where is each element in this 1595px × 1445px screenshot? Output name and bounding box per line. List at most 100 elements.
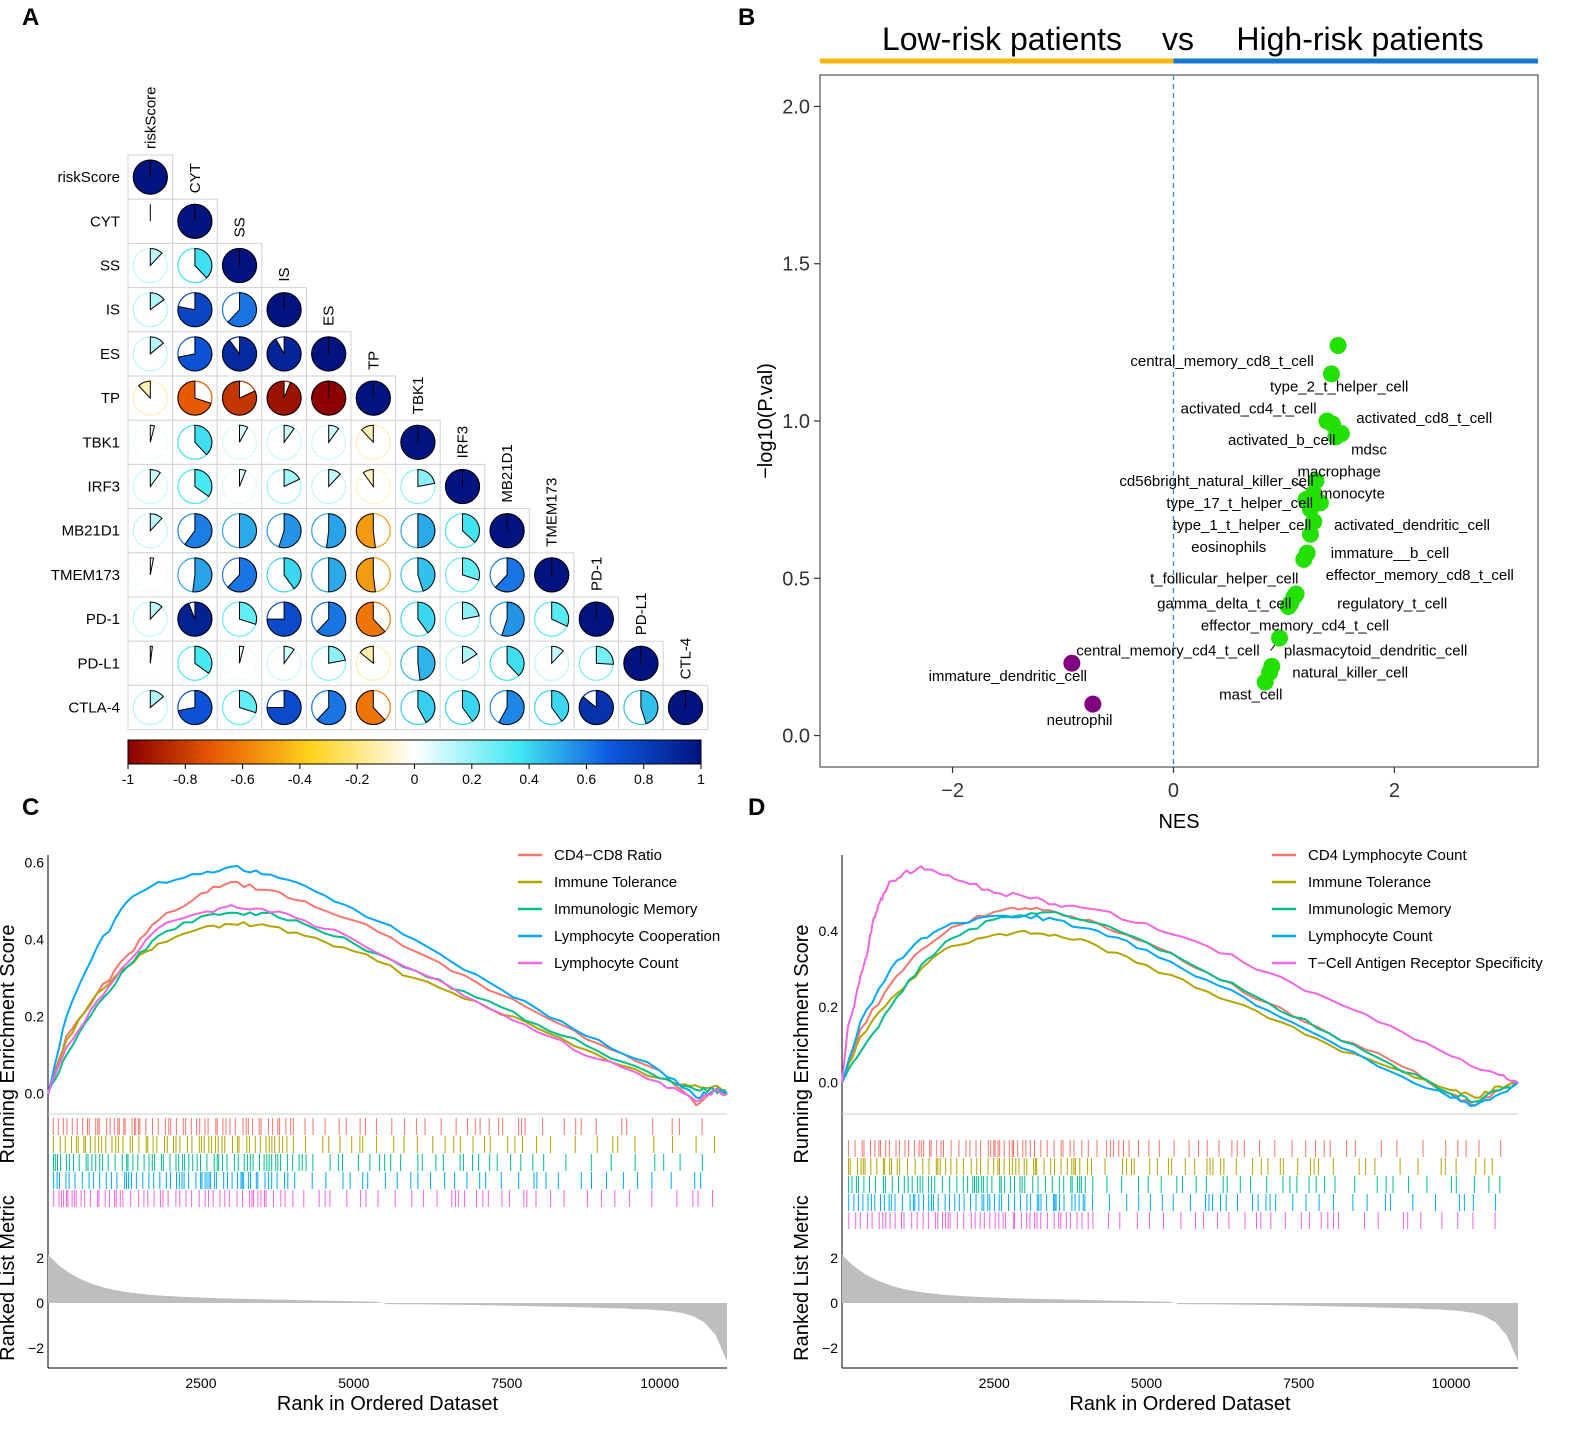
column-label-mb21d1: MB21D1 xyxy=(499,444,516,502)
correlation-cell-mb21d1-riskscore xyxy=(127,508,174,554)
correlation-cell-pd-l1-cyt xyxy=(172,640,218,686)
correlation-cell-tmem173-is xyxy=(261,552,307,598)
point-label-activated-cd8-t-cell: activated_cd8_t_cell xyxy=(1356,410,1492,427)
x-tick-label: 5000 xyxy=(338,1375,369,1391)
correlation-cell-tmem173-es xyxy=(305,552,352,598)
correlation-cell-pd-1-tbk1 xyxy=(395,596,441,642)
row-label-ctla-4: CTLA-4 xyxy=(68,700,120,717)
x-tick-label: 0 xyxy=(1168,780,1179,802)
point-label-immature-b-cell: immature__b_cell xyxy=(1331,545,1449,562)
correlation-cell-ctla-4-ss xyxy=(216,684,263,731)
x-tick-label: 7500 xyxy=(1283,1375,1314,1391)
es-tick-label: 0.0 xyxy=(25,1086,45,1102)
pie-wedge xyxy=(501,601,525,637)
pie-wedge xyxy=(462,645,478,665)
hit-ticks-lymphocyte-count xyxy=(53,1190,713,1207)
correlation-cell-ctla-4-riskscore xyxy=(127,684,174,731)
colorbar-tick-label: -0.6 xyxy=(231,771,255,787)
correlation-cell-irf3-tbk1 xyxy=(395,463,441,510)
correlation-cell-ss-riskscore xyxy=(127,242,174,289)
row-label-irf3: IRF3 xyxy=(87,479,120,496)
series-line-cd4-lymphocyte-count xyxy=(841,906,1519,1107)
colorbar-tick-label: 0.4 xyxy=(519,771,539,787)
x-tick-label: 7500 xyxy=(491,1375,522,1391)
correlation-cell-pd-l1-pd-1 xyxy=(573,640,620,686)
row-label-tmem173: TMEM173 xyxy=(51,567,120,584)
correlation-cell-tmem173-cyt xyxy=(172,552,218,598)
pie-wedge xyxy=(355,689,386,725)
correlation-cell-pd-1-ss xyxy=(216,596,263,642)
pie-wedge xyxy=(266,336,302,372)
column-label-riskscore: riskScore xyxy=(142,86,159,149)
column-label-cyt: CYT xyxy=(187,163,204,193)
correlation-cell-mb21d1-tp xyxy=(350,508,397,554)
point-label-type-17-t-helper-cell: type_17_t_helper_cell xyxy=(1166,495,1313,512)
point-label-neutrophil: neutrophil xyxy=(1047,712,1113,729)
ranked-metric-area xyxy=(842,1254,1518,1362)
x-axis-label: NES xyxy=(1158,811,1199,833)
colorbar xyxy=(127,739,702,765)
panel-d-gsea-plot: 0.0 0.2 0.4 CD4 Lymphocyte Count Immune Tole… xyxy=(791,847,1543,1415)
correlation-cell-mb21d1-irf3 xyxy=(439,508,486,554)
es-tick-label: 0.2 xyxy=(819,999,839,1015)
point-label-central-memory-cd4-t-cell: central_memory_cd4_t_cell xyxy=(1076,643,1259,660)
pie-wedge xyxy=(239,689,257,714)
series-line-lymphocyte-cooperation xyxy=(47,864,728,1100)
correlation-cell-tbk1-riskscore xyxy=(127,419,174,465)
pie-wedge xyxy=(194,247,213,279)
column-label-tp: TP xyxy=(365,351,382,370)
point-mast-cell xyxy=(1256,673,1274,691)
pie-wedge xyxy=(551,601,570,628)
metric-tick-label: 0 xyxy=(36,1295,44,1311)
correlation-cell-tmem173-tp xyxy=(350,552,397,598)
point-label-mdsc: mdsc xyxy=(1351,441,1387,458)
pie-wedge xyxy=(462,601,480,620)
correlation-cell-tmem173-riskscore xyxy=(127,552,174,598)
correlation-cell-tp-is xyxy=(261,375,307,421)
pie-wedge xyxy=(137,380,151,400)
point-label-gamma-delta-t-cell: gamma_delta_t_cell xyxy=(1157,595,1291,612)
panel-c-gsea-plot: 0.0 0.2 0.4 0.6 CD4−CD8 Ratio Immune Toleranc… xyxy=(0,847,728,1415)
legend-label-immunologic-memory: Immunologic Memory xyxy=(1308,901,1452,918)
correlation-cell-is-cyt xyxy=(172,287,218,333)
x-tick-label: 10000 xyxy=(640,1375,679,1391)
correlation-cell-mb21d1-mb21d1 xyxy=(484,508,530,554)
pie-wedge xyxy=(266,689,302,725)
metric-tick-label: −2 xyxy=(822,1340,838,1356)
row-label-ss: SS xyxy=(100,258,120,275)
es-axis-label: Running Enrichment Score xyxy=(0,924,19,1163)
y-tick-label: 1.0 xyxy=(782,411,810,433)
series-line-lymphocyte-count xyxy=(47,904,728,1103)
pie-wedge xyxy=(149,292,165,311)
correlation-cell-tbk1-tbk1 xyxy=(395,419,441,465)
correlation-cell-pd-1-irf3 xyxy=(439,596,486,642)
legend-label-lymphocyte-count: Lymphocyte Count xyxy=(554,955,679,972)
pie-wedge xyxy=(355,601,386,637)
pie-wedge xyxy=(640,689,659,725)
pie-wedge xyxy=(283,468,301,488)
row-label-tp: TP xyxy=(101,390,120,407)
legend-label-immunologic-memory: Immunologic Memory xyxy=(554,901,698,918)
x-tick-label: 2500 xyxy=(185,1375,216,1391)
series-line-t-cell-antigen-receptor-specificity xyxy=(841,865,1519,1084)
vs-title: vs xyxy=(1162,21,1194,57)
pie-wedge xyxy=(149,645,153,664)
pie-wedge xyxy=(194,424,213,456)
pie-wedge xyxy=(462,689,480,722)
column-label-es: ES xyxy=(321,306,338,326)
column-label-irf3: IRF3 xyxy=(455,426,472,459)
correlation-cell-tp-riskscore xyxy=(127,375,174,421)
point-immature-dendritic-cell xyxy=(1063,654,1081,672)
legend-label-immune-tolerance: Immune Tolerance xyxy=(554,874,677,891)
correlation-cell-pd-l1-pd-l1 xyxy=(618,640,664,686)
correlation-cell-tmem173-tmem173 xyxy=(528,552,575,598)
pie-wedge xyxy=(462,557,480,581)
pie-wedge xyxy=(149,513,163,532)
correlation-cell-mb21d1-ss xyxy=(216,508,263,554)
high-risk-title: High-risk patients xyxy=(1236,21,1483,57)
correlation-cell-tp-tp xyxy=(350,375,397,421)
point-label-effector-memory-cd8-t-cell: effector_memory_cd8_t_cell xyxy=(1326,567,1514,584)
column-label-tbk1: TBK1 xyxy=(410,377,427,415)
row-label-pd-l1: PD-L1 xyxy=(77,655,120,672)
pie-wedge xyxy=(328,424,340,444)
